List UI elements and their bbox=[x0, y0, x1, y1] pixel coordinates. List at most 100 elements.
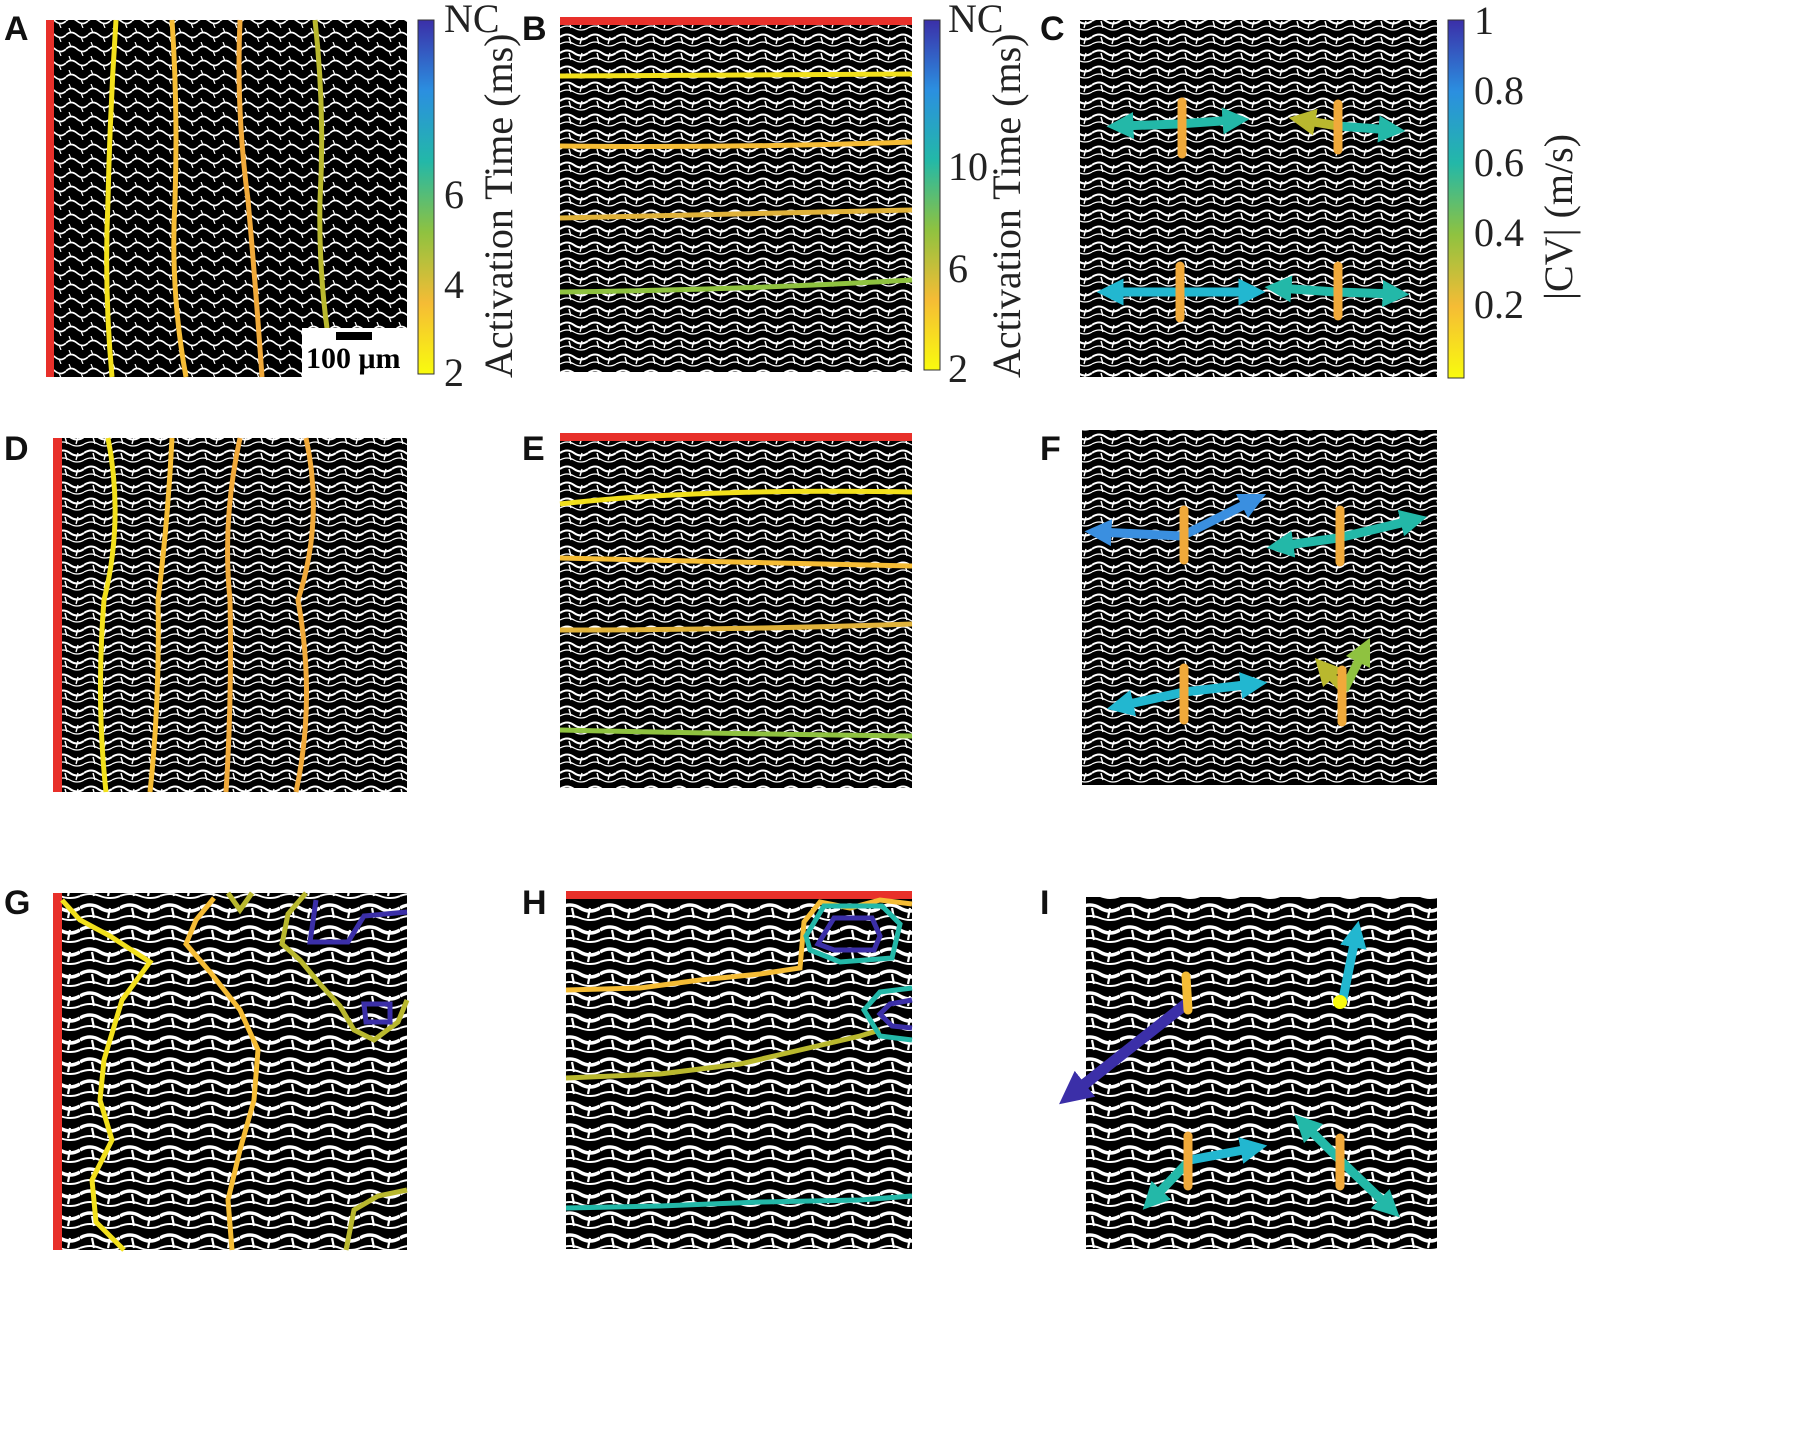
isochrone-b-2 bbox=[559, 139, 913, 149]
cv-arrow-c4-left bbox=[1264, 275, 1337, 303]
isochrone-e-1 bbox=[559, 488, 913, 507]
panel-letter-g: G bbox=[4, 884, 30, 922]
panel-b: B bbox=[522, 10, 913, 372]
scale-bar bbox=[336, 332, 372, 340]
isochrone-d-2 bbox=[147, 437, 175, 793]
isochrone-g-2 bbox=[183, 896, 261, 1251]
cv-arrow-i2-short bbox=[1333, 995, 1347, 1009]
cv-arrow-f2-left bbox=[1266, 530, 1339, 558]
colorbar-c-tick-2: 0.6 bbox=[1474, 140, 1524, 185]
cv-arrow-c2-right bbox=[1337, 115, 1406, 143]
cv-arrow-c1-left bbox=[1106, 112, 1179, 140]
cv-arrow-f3-right bbox=[1183, 672, 1268, 699]
panel-a: A 100 μm bbox=[4, 10, 408, 378]
tissue-image-a bbox=[50, 20, 407, 377]
isochrone-h-3 bbox=[803, 903, 903, 965]
cv-arrow-i4-left bbox=[1294, 1114, 1344, 1164]
colorbar-a-tick-0: NC bbox=[444, 0, 500, 41]
cv-arrow-c4-right bbox=[1335, 280, 1410, 308]
isochrone-h-5 bbox=[565, 1193, 913, 1211]
isochrone-b-3 bbox=[559, 207, 913, 221]
colorbar-a-title: Activation Time (ms) bbox=[476, 34, 521, 378]
isochrone-g-5 bbox=[343, 1187, 408, 1251]
pacing-edge-h bbox=[566, 891, 912, 899]
panel-letter-h: H bbox=[522, 884, 547, 922]
pacing-edge-g bbox=[53, 893, 62, 1250]
colorbar-a-tick-1: 6 bbox=[444, 172, 464, 217]
isochrone-g-1 bbox=[60, 898, 154, 1252]
colorbar-b-tick-0: NC bbox=[948, 0, 1004, 41]
colorbar-c-gradient bbox=[1447, 19, 1465, 379]
colorbar-c-title: |CV| (m/s) bbox=[1536, 134, 1581, 300]
cv-arrow-i1-transverse bbox=[1181, 971, 1193, 1015]
colorbar-c-tick-3: 0.4 bbox=[1474, 210, 1524, 255]
cv-arrow-c2-left bbox=[1288, 108, 1339, 136]
cv-arrow-i1-long bbox=[1059, 999, 1190, 1105]
panel-h: H bbox=[522, 884, 913, 1249]
panel-f: F bbox=[1040, 430, 1437, 785]
tissue-image-i bbox=[1086, 897, 1437, 1249]
colorbar-c-tick-1: 0.8 bbox=[1474, 68, 1524, 113]
colorbar-b-title: Activation Time (ms) bbox=[984, 34, 1029, 378]
isochrone-a-2 bbox=[169, 19, 189, 378]
panel-letter-e: E bbox=[522, 430, 545, 468]
isochrone-d-3 bbox=[223, 437, 243, 793]
nc-region-g-2 bbox=[361, 1001, 393, 1025]
panel-i: I bbox=[1040, 884, 1437, 1249]
colorbar-b-tick-2: 6 bbox=[948, 246, 968, 291]
isochrone-h-4 bbox=[860, 985, 913, 1043]
cv-arrow-f3-left bbox=[1106, 687, 1185, 717]
cv-arrow-i3-right bbox=[1189, 1137, 1268, 1165]
isochrone-a-3 bbox=[236, 19, 265, 378]
colorbar-b: NC 10 6 2 Activation Time (ms) bbox=[923, 0, 1029, 391]
tissue-image-c bbox=[1080, 20, 1437, 377]
scale-bar-label: 100 μm bbox=[306, 342, 401, 375]
panel-c: C bbox=[1040, 10, 1437, 377]
colorbar-c: 1 0.8 0.6 0.4 0.2 |CV| (m/s) bbox=[1447, 0, 1581, 379]
pacing-edge-a bbox=[46, 20, 54, 377]
colorbar-b-tick-3: 2 bbox=[948, 346, 968, 391]
cv-arrow-f2-right bbox=[1336, 509, 1428, 543]
panel-letter-a: A bbox=[4, 10, 29, 48]
panel-letter-d: D bbox=[4, 430, 29, 468]
isochrone-h-2 bbox=[565, 1027, 881, 1081]
tissue-image-b bbox=[560, 20, 912, 372]
isochrone-e-2 bbox=[559, 555, 913, 569]
nc-region-h-2 bbox=[876, 997, 913, 1031]
colorbar-b-gradient bbox=[923, 19, 941, 371]
isochrone-d-4 bbox=[293, 437, 316, 793]
panel-g: G bbox=[4, 884, 410, 1252]
cv-arrow-f1-left bbox=[1084, 519, 1183, 547]
pacing-edge-d bbox=[53, 438, 62, 792]
panel-e: E bbox=[522, 430, 913, 788]
panel-letter-b: B bbox=[522, 10, 547, 48]
cv-arrow-i4-right bbox=[1336, 1156, 1400, 1218]
isochrone-a-1 bbox=[104, 19, 119, 378]
isochrone-d-1 bbox=[97, 437, 118, 793]
tissue-image-f bbox=[1082, 430, 1437, 785]
colorbar-a: NC 6 4 2 Activation Time (ms) bbox=[417, 0, 521, 395]
panel-letter-i: I bbox=[1040, 884, 1049, 922]
panel-letter-c: C bbox=[1040, 10, 1065, 48]
cv-arrow-f4-right bbox=[1339, 637, 1371, 693]
pacing-edge-e bbox=[560, 433, 912, 441]
colorbar-c-tick-4: 0.2 bbox=[1474, 282, 1524, 327]
isochrone-b-1 bbox=[559, 71, 913, 79]
isochrone-g-3 bbox=[225, 891, 255, 915]
isochrone-e-3 bbox=[559, 621, 913, 633]
cv-arrow-i2-long bbox=[1337, 920, 1367, 1005]
colorbar-c-tick-0: 1 bbox=[1474, 0, 1494, 43]
colorbar-a-gradient bbox=[417, 19, 435, 375]
panel-letter-f: F bbox=[1040, 430, 1061, 468]
colorbar-a-tick-3: 2 bbox=[444, 350, 464, 395]
cv-arrow-f1-right bbox=[1179, 493, 1267, 541]
colorbar-b-tick-1: 10 bbox=[948, 144, 988, 189]
nc-region-g-1 bbox=[307, 899, 408, 945]
isochrone-g-4 bbox=[279, 891, 410, 1043]
isochrone-a-4 bbox=[312, 19, 338, 378]
isochrone-b-4 bbox=[559, 277, 913, 295]
colorbar-a-tick-2: 4 bbox=[444, 262, 464, 307]
panel-d: D bbox=[4, 430, 407, 793]
cv-arrow-c1-right bbox=[1177, 107, 1250, 135]
